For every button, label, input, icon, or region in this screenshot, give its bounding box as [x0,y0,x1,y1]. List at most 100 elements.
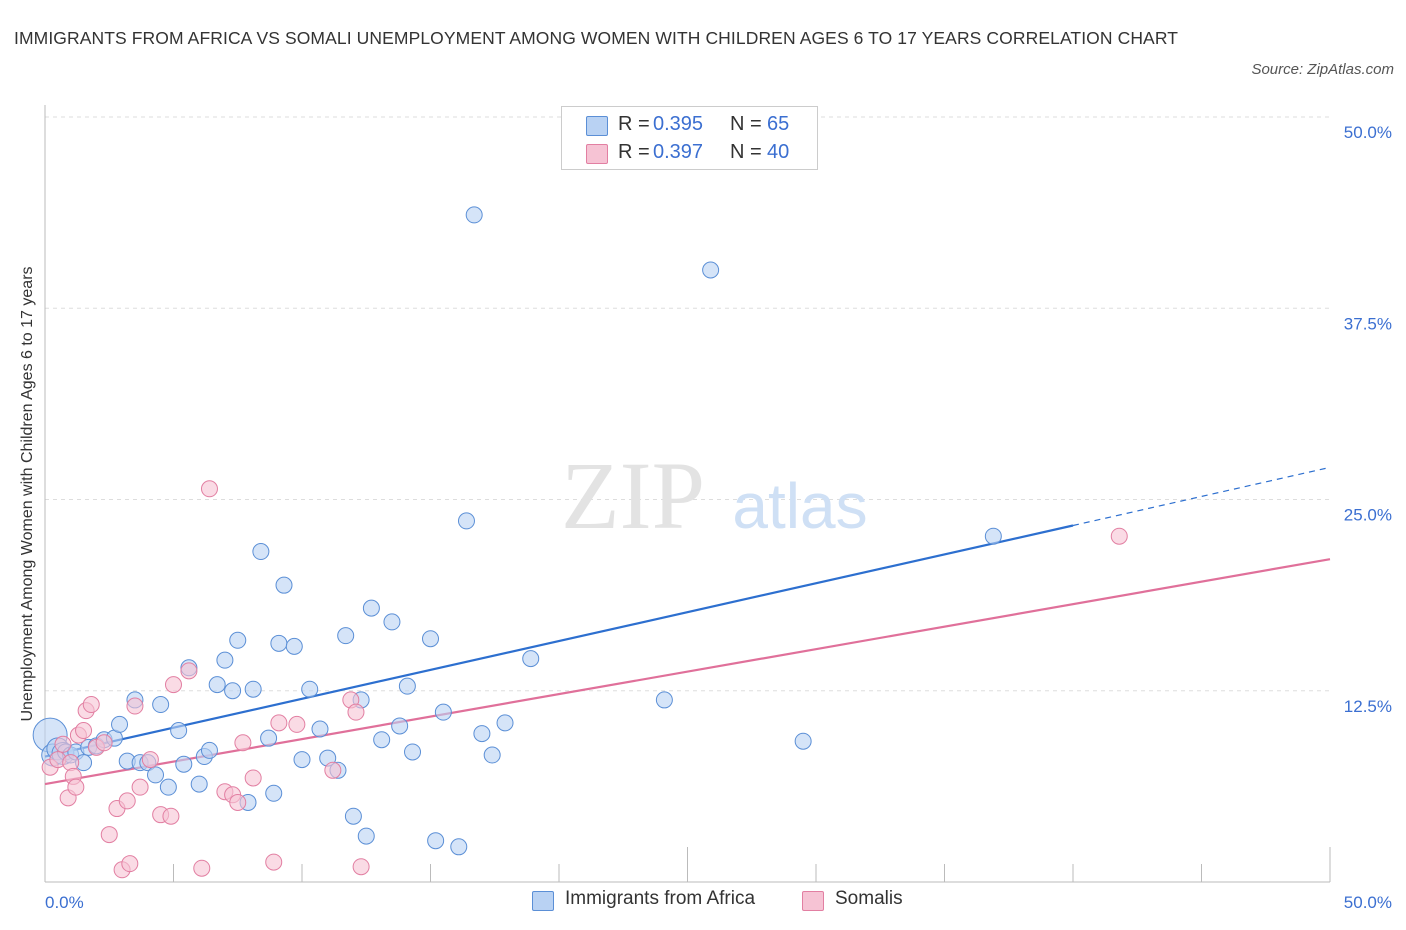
gridlines [45,116,1330,692]
source-label: Source: ZipAtlas.com [1251,61,1394,78]
point-africa [984,527,1002,545]
point-somali [244,769,262,787]
point-africa [427,832,445,850]
bottom-legend-swatch-africa [532,891,554,911]
point-somali [200,480,218,498]
legend-n-label: N = [730,113,762,135]
point-africa [260,729,278,747]
point-africa [293,751,311,769]
point-somali [75,722,93,740]
point-somali [288,715,306,733]
point-africa [285,637,303,655]
data-points [32,206,1128,879]
x-tick-label: 0.0% [45,893,84,912]
point-somali [193,859,211,877]
point-africa [170,722,188,740]
trend-line-somali [44,558,1331,786]
point-somali [265,853,283,871]
point-somali [126,697,144,715]
point-africa [175,755,193,773]
point-africa [208,676,226,694]
point-africa [473,725,491,743]
watermark-zip: ZIP [561,442,705,549]
legend-swatch-somali [586,144,608,164]
trend-line-africa [44,524,1074,758]
point-africa [244,680,262,698]
point-somali [118,792,136,810]
point-africa [337,627,355,645]
tick-labels: 12.5% 25.0% 37.5% 50.0% 0.0% 50.0% [45,123,1392,912]
point-africa [496,714,514,732]
point-somali [1110,527,1128,545]
point-somali [100,826,118,844]
point-africa [311,720,329,738]
point-somali [82,696,100,714]
y-tick-label: 50.0% [1344,123,1392,142]
point-africa [794,732,812,750]
bottom-legend-label-africa: Immigrants from Africa [565,888,756,909]
y-tick-label: 25.0% [1344,506,1392,525]
point-africa [265,784,283,802]
point-africa [224,682,242,700]
legend-n-label: N = [730,141,762,163]
point-africa [216,651,234,669]
point-africa [398,677,416,695]
point-somali [229,793,247,811]
legend-n-value-somali: 40 [767,141,790,163]
point-africa [391,717,409,735]
legend: R = 0.395 N = 65 R = 0.397 N = 40 [561,106,818,170]
point-africa [275,576,293,594]
point-somali [62,754,80,772]
point-somali [180,662,198,680]
legend-r-label: R = [618,141,650,163]
point-somali [165,676,182,694]
bottom-legend-swatch-somali [802,891,824,911]
bottom-legend-label-somali: Somalis [835,888,903,909]
point-africa [450,838,468,856]
legend-r-value-somali: 0.397 [653,141,704,163]
point-africa [465,206,483,224]
legend-n-value-africa: 65 [767,113,790,135]
point-somali [95,734,113,752]
point-africa [252,543,270,561]
point-africa [702,261,720,279]
point-somali [347,703,365,721]
watermark: ZIP atlas [561,442,868,549]
point-somali [352,858,370,876]
point-africa [383,613,401,631]
point-somali [131,778,149,796]
point-somali [324,761,342,779]
y-tick-label: 37.5% [1344,314,1392,333]
point-somali [234,734,252,752]
point-africa [483,746,501,764]
legend-r-value-africa: 0.395 [653,113,704,135]
point-somali [270,714,288,732]
point-africa [159,778,177,796]
point-africa [422,630,439,648]
point-somali [162,807,180,825]
point-africa [111,715,129,733]
point-africa [655,691,673,709]
point-somali [141,751,159,769]
point-africa [373,731,391,749]
point-somali [54,735,72,753]
point-africa [357,827,375,845]
trend-lines [44,466,1331,786]
point-africa [301,680,319,698]
point-africa [270,634,288,652]
point-africa [522,650,540,668]
legend-r-label: R = [618,113,650,135]
legend-swatch-africa [586,116,608,136]
point-somali [121,855,139,873]
point-africa [229,631,247,649]
point-africa [190,775,208,793]
x-tick-label: 50.0% [1344,893,1392,912]
point-somali [67,778,85,796]
point-africa [434,703,452,721]
y-tick-label: 12.5% [1344,697,1392,716]
trend-line-extension-africa [1072,466,1331,527]
point-africa [362,599,380,617]
watermark-atlas: atlas [732,470,867,542]
point-africa [344,807,362,825]
